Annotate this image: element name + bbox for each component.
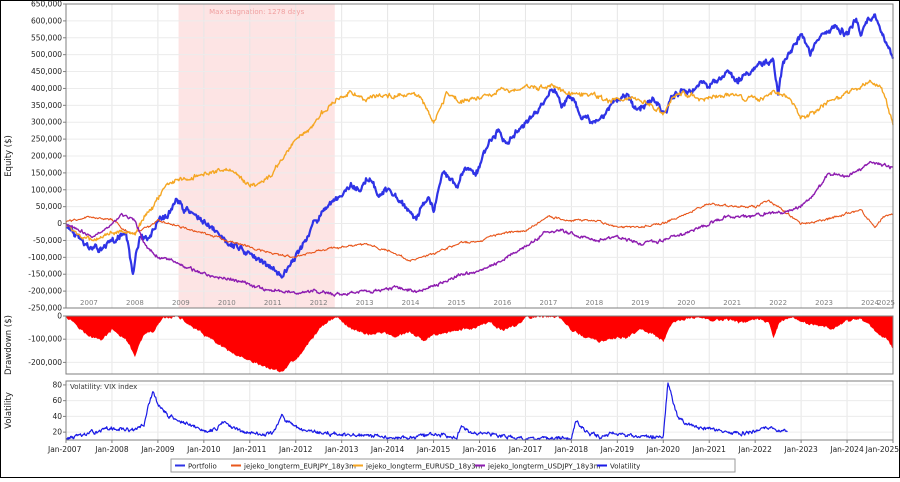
year-label: 2025 xyxy=(877,299,895,307)
year-label: 2016 xyxy=(494,299,512,307)
year-label: 2008 xyxy=(126,299,144,307)
x-tick-label: Jan-2024 xyxy=(829,445,864,454)
jejeko-longterm-usdjpy-18y3m-line xyxy=(65,160,894,297)
x-tick-label: Jan-2023 xyxy=(783,445,818,454)
legend-item-label: jejeko_longterm_EURUSD_18y3m xyxy=(365,463,483,471)
portfolio-line xyxy=(65,13,895,279)
legend-box xyxy=(170,458,736,473)
equity-y-tick-label: -200,000 xyxy=(28,287,62,296)
x-tick-label: Jan-2018 xyxy=(554,445,589,454)
equity-y-tick-label: 200,000 xyxy=(31,152,62,161)
equity-y-tick-label: -250,000 xyxy=(28,304,62,313)
legend-item-label: jejeko_longterm_EURJPY_18y3m xyxy=(243,463,356,471)
drawdown-area xyxy=(65,315,894,373)
drawdown-y-axis-label: Drawdown ($) xyxy=(4,315,14,375)
volatility-y-tick-label: 40 xyxy=(52,412,62,421)
year-label: 2024 xyxy=(861,299,879,307)
x-tick-label: Jan-2019 xyxy=(600,445,635,454)
year-label: 2014 xyxy=(402,299,420,307)
x-tick-label: Jan-2013 xyxy=(324,445,359,454)
volatility-panel: 80 60 40 20 Volatility: VIX index Jan-2007 Jan… xyxy=(4,380,899,454)
x-tick-label: Jan-2007 xyxy=(47,445,82,454)
equity-panel: Max stagnation: 1278 days 650,000 600,000 5… xyxy=(4,0,895,313)
year-label: 2013 xyxy=(356,299,374,307)
x-tick-label: Jan-2016 xyxy=(462,445,497,454)
year-label: 2007 xyxy=(80,299,98,307)
equity-y-tick-label: 100,000 xyxy=(31,185,62,194)
equity-y-tick-label: 50,000 xyxy=(36,202,62,211)
drawdown-y-tick-label: 0 xyxy=(57,312,62,321)
drawdown-y-tick-label: -100,000 xyxy=(28,335,62,344)
drawdown-y-tick-label: -200,000 xyxy=(28,358,62,367)
year-label: 2023 xyxy=(815,299,833,307)
year-label: 2018 xyxy=(585,299,603,307)
jejeko-longterm-eurusd-18y3m-line xyxy=(65,79,894,242)
volatility-y-tick-label: 80 xyxy=(52,380,62,389)
year-label: 2009 xyxy=(172,299,190,307)
x-tick-label: Jan-2009 xyxy=(140,445,175,454)
drawdown-panel-border xyxy=(65,315,894,375)
volatility-line xyxy=(65,382,788,441)
x-tick-label: Jan-2020 xyxy=(646,445,681,454)
volatility-panel-border xyxy=(65,380,894,441)
equity-y-tick-label: 400,000 xyxy=(31,84,62,93)
x-tick-label: Jan-2010 xyxy=(186,445,221,454)
equity-y-axis-label: Equity ($) xyxy=(4,135,14,177)
volatility-y-tick-label: 20 xyxy=(52,428,62,437)
equity-y-tick-label: 500,000 xyxy=(31,50,62,59)
legend-item-label: Portfolio xyxy=(188,463,217,471)
year-label: 2012 xyxy=(310,299,328,307)
equity-y-tick-label: 150,000 xyxy=(31,168,62,177)
equity-y-tick-label: 650,000 xyxy=(31,0,62,9)
year-label: 2011 xyxy=(264,299,282,307)
year-label: 2015 xyxy=(448,299,466,307)
x-tick-label: Jan-2017 xyxy=(508,445,543,454)
legend-item-label: Volatility xyxy=(610,463,640,471)
equity-y-tick-label: 250,000 xyxy=(31,135,62,144)
equity-y-tick-label: 350,000 xyxy=(31,101,62,110)
equity-y-tick-label: 550,000 xyxy=(31,33,62,42)
x-tick-label: Jan-2014 xyxy=(370,445,405,454)
x-tick-label: Jan-2008 xyxy=(94,445,129,454)
equity-y-tick-label: -50,000 xyxy=(33,236,62,245)
year-label: 2020 xyxy=(677,299,695,307)
legend-item-label: jejeko_longterm_USDJPY_18y3m xyxy=(487,463,601,471)
volatility-title: Volatility: VIX index xyxy=(70,383,137,391)
x-tick-label: Jan-2012 xyxy=(278,445,313,454)
equity-y-tick-label: 300,000 xyxy=(31,118,62,127)
equity-y-tick-label: 0 xyxy=(57,219,62,228)
equity-y-tick-label: 600,000 xyxy=(31,16,62,25)
volatility-y-axis-label: Volatility xyxy=(4,392,14,429)
year-label: 2022 xyxy=(769,299,787,307)
x-tick-label: Jan-2015 xyxy=(416,445,451,454)
equity-y-tick-label: -150,000 xyxy=(28,270,62,279)
jejeko-longterm-eurjpy-18y3m-line xyxy=(65,199,894,262)
year-label: 2021 xyxy=(723,299,741,307)
x-tick-label: Jan-2021 xyxy=(692,445,727,454)
year-label: 2010 xyxy=(218,299,236,307)
stagnation-label: Max stagnation: 1278 days xyxy=(209,8,304,16)
x-tick-label: Jan-2025 xyxy=(865,445,900,454)
legend: Portfolio jejeko_longterm_EURJPY_18y3m jej… xyxy=(170,458,736,473)
volatility-y-tick-label: 60 xyxy=(52,396,62,405)
x-tick-label: Jan-2011 xyxy=(232,445,267,454)
x-tick-label: Jan-2022 xyxy=(737,445,772,454)
year-label: 2017 xyxy=(540,299,558,307)
equity-panel-border xyxy=(65,3,894,309)
equity-y-tick-label: 450,000 xyxy=(31,67,62,76)
year-label: 2019 xyxy=(631,299,649,307)
drawdown-panel: 0 -100,000 -200,000 Drawdown ($) xyxy=(4,312,894,375)
equity-y-tick-label: -100,000 xyxy=(28,253,62,262)
